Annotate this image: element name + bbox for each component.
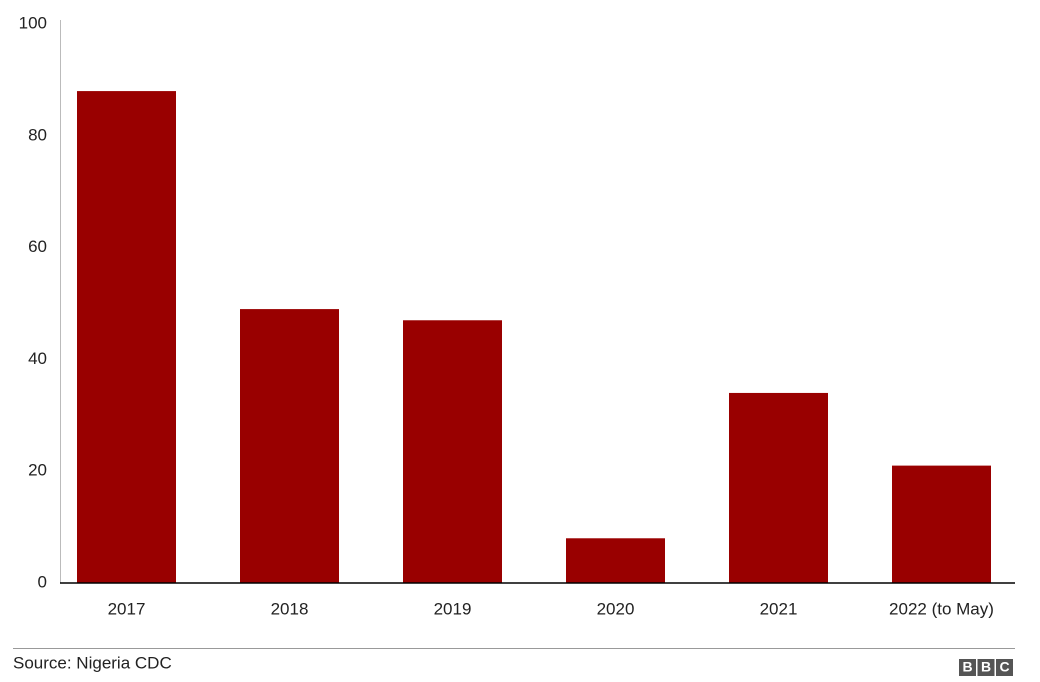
bar <box>566 538 665 583</box>
logo-box <box>959 659 976 676</box>
y-tick-label: 20 <box>28 461 47 480</box>
logo-box <box>996 659 1013 676</box>
y-tick-label: 100 <box>19 13 47 32</box>
bar <box>77 91 176 583</box>
bar <box>403 320 502 583</box>
bar <box>892 465 991 583</box>
logo-letter: C <box>999 659 1009 675</box>
x-tick-label: 2021 <box>760 599 798 618</box>
y-tick-label: 60 <box>28 237 47 256</box>
y-tick-label: 80 <box>28 125 47 144</box>
y-tick-label: 0 <box>38 572 47 591</box>
x-tick-label: 2019 <box>434 599 472 618</box>
bar <box>240 309 339 583</box>
x-tick-label: 2022 (to May) <box>889 599 994 618</box>
x-tick-label: 2020 <box>597 599 635 618</box>
bar <box>729 392 828 583</box>
logo-letter: B <box>981 659 991 675</box>
x-tick-label: 2018 <box>271 599 309 618</box>
logo-letter: B <box>962 659 972 675</box>
x-tick-label: 2017 <box>108 599 146 618</box>
y-tick-label: 40 <box>28 349 47 368</box>
bbc-logo: B B C <box>959 659 1013 676</box>
logo-box <box>977 659 995 676</box>
source: Source: Nigeria CDC <box>13 653 172 672</box>
